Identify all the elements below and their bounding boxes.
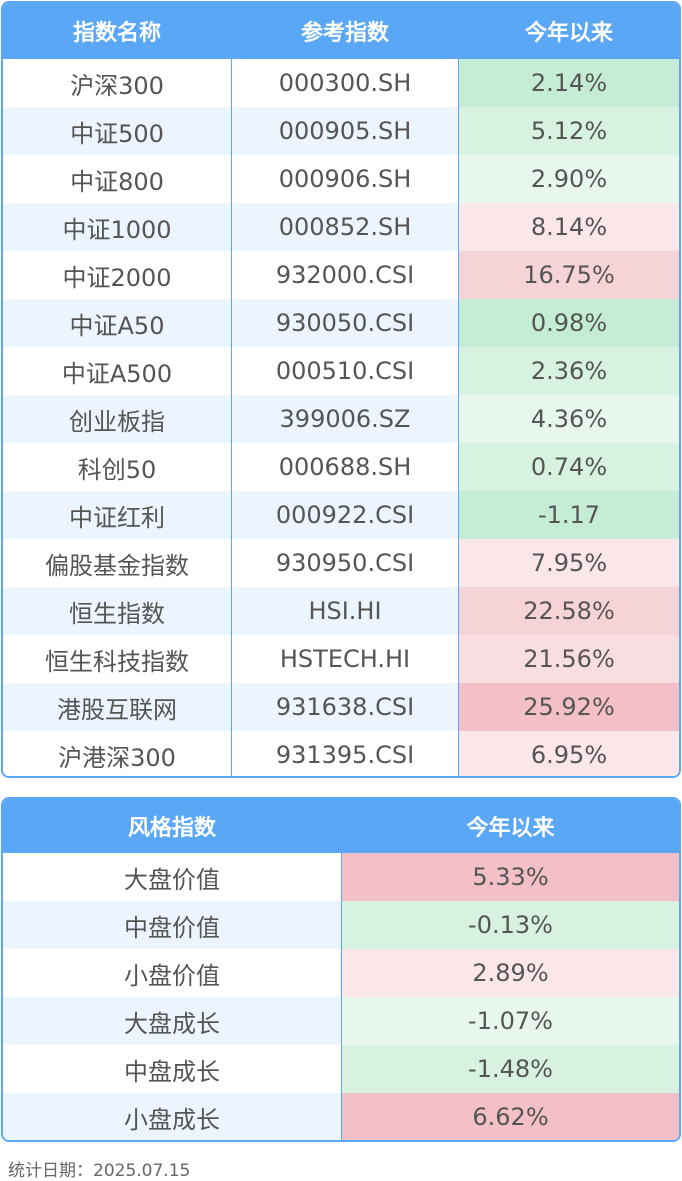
header-reference-index: 参考指数 <box>232 3 459 59</box>
header-index-name: 指数名称 <box>3 3 232 59</box>
style-name-cell: 中盘成长 <box>3 1045 342 1093</box>
ytd-value-cell: 6.95% <box>459 731 679 776</box>
table-row: 中证2000 932000.CSI 16.75% <box>3 251 679 299</box>
ytd-value-cell: 16.75% <box>459 251 679 299</box>
table-row: 科创50 000688.SH 0.74% <box>3 443 679 491</box>
index-code-cell: 399006.SZ <box>232 395 459 443</box>
ytd-value-cell: 25.92% <box>459 683 679 731</box>
table-row: 中证红利 000922.CSI -1.17 <box>3 491 679 539</box>
table-row: 中证A500 000510.CSI 2.36% <box>3 347 679 395</box>
index-code-cell: 930950.CSI <box>232 539 459 587</box>
index-name-cell: 中证A500 <box>3 347 232 395</box>
header-style-index: 风格指数 <box>3 799 342 853</box>
ytd-value-cell: 21.56% <box>459 635 679 683</box>
style-name-cell: 小盘价值 <box>3 949 342 997</box>
ytd-value-cell: -1.07% <box>342 997 679 1045</box>
index-code-cell: 931638.CSI <box>232 683 459 731</box>
ytd-value-cell: 5.33% <box>342 853 679 901</box>
table-row: 小盘价值 2.89% <box>3 949 679 997</box>
style-name-cell: 小盘成长 <box>3 1093 342 1140</box>
index-name-cell: 中证1000 <box>3 203 232 251</box>
index-name-cell: 中证2000 <box>3 251 232 299</box>
ytd-value-cell: 22.58% <box>459 587 679 635</box>
table-row: 中盘成长 -1.48% <box>3 1045 679 1093</box>
ytd-value-cell: 5.12% <box>459 107 679 155</box>
ytd-value-cell: 7.95% <box>459 539 679 587</box>
table-row: 中盘价值 -0.13% <box>3 901 679 949</box>
index-name-cell: 创业板指 <box>3 395 232 443</box>
ytd-value-cell: 6.62% <box>342 1093 679 1140</box>
index-code-cell: 000922.CSI <box>232 491 459 539</box>
ytd-value-cell: 2.89% <box>342 949 679 997</box>
index-name-cell: 沪深300 <box>3 59 232 107</box>
table-row: 偏股基金指数 930950.CSI 7.95% <box>3 539 679 587</box>
header-ytd: 今年以来 <box>524 21 613 46</box>
index-code-cell: HSTECH.HI <box>232 635 459 683</box>
table-body: 沪深300 000300.SH 2.14% 中证500 000905.SH 5.12% 中证… <box>3 59 679 776</box>
style-name-cell: 中盘价值 <box>3 901 342 949</box>
table-row: 中证500 000905.SH 5.12% <box>3 107 679 155</box>
index-code-cell: 000852.SH <box>232 203 459 251</box>
index-name-cell: 港股互联网 <box>3 683 232 731</box>
index-code-cell: 930050.CSI <box>232 299 459 347</box>
table-row: 大盘成长 -1.07% <box>3 997 679 1045</box>
index-name-cell: 中证800 <box>3 155 232 203</box>
index-code-cell: 931395.CSI <box>232 731 459 776</box>
table-row: 恒生指数 HSI.HI 22.58% <box>3 587 679 635</box>
table-row: 小盘成长 6.62% <box>3 1093 679 1140</box>
index-code-cell: 932000.CSI <box>232 251 459 299</box>
ytd-value-cell: 2.90% <box>459 155 679 203</box>
index-name-cell: 沪港深300 <box>3 731 232 776</box>
table-row: 恒生科技指数 HSTECH.HI 21.56% <box>3 635 679 683</box>
ytd-value-cell: -1.48% <box>342 1045 679 1093</box>
index-name-cell: 中证红利 <box>3 491 232 539</box>
index-name-cell: 偏股基金指数 <box>3 539 232 587</box>
table-header: 指数名称 参考指数 今年以来 <box>3 3 679 59</box>
table-row: 大盘价值 5.33% <box>3 853 679 901</box>
index-name-cell: 恒生科技指数 <box>3 635 232 683</box>
ytd-value-cell: 2.36% <box>459 347 679 395</box>
style-name-cell: 大盘成长 <box>3 997 342 1045</box>
index-name-cell: 中证A50 <box>3 299 232 347</box>
stats-date: 统计日期：2025.07.15 <box>8 1161 191 1181</box>
table-row: 创业板指 399006.SZ 4.36% <box>3 395 679 443</box>
style-index-table: 风格指数 今年以来 大盘价值 5.33% 中盘价值 -0.13% 小盘价值 2.89% 大盘… <box>1 797 681 1142</box>
index-code-cell: 000906.SH <box>232 155 459 203</box>
ytd-value-cell: 0.98% <box>459 299 679 347</box>
index-code-cell: 000510.CSI <box>232 347 459 395</box>
index-performance-table: 指数名称 参考指数 今年以来 沪深300 000300.SH 2.14% 中证500 0… <box>1 1 681 778</box>
ytd-value-cell: 4.36% <box>459 395 679 443</box>
table-row: 中证800 000906.SH 2.90% <box>3 155 679 203</box>
ytd-value-cell: 2.14% <box>459 59 679 107</box>
ytd-value-cell: -1.17 <box>459 491 679 539</box>
ytd-value-cell: 0.74% <box>459 443 679 491</box>
table-header: 风格指数 今年以来 <box>3 799 679 853</box>
index-code-cell: 000688.SH <box>232 443 459 491</box>
index-name-cell: 科创50 <box>3 443 232 491</box>
ytd-value-cell: -0.13% <box>342 901 679 949</box>
table-body: 大盘价值 5.33% 中盘价值 -0.13% 小盘价值 2.89% 大盘成长 -1.07% 中盘… <box>3 853 679 1140</box>
style-name-cell: 大盘价值 <box>3 853 342 901</box>
table-row: 中证1000 000852.SH 8.14% <box>3 203 679 251</box>
index-code-cell: 000905.SH <box>232 107 459 155</box>
index-code-cell: 000300.SH <box>232 59 459 107</box>
index-name-cell: 恒生指数 <box>3 587 232 635</box>
ytd-value-cell: 8.14% <box>459 203 679 251</box>
header-ytd: 今年以来 <box>466 816 555 841</box>
table-row: 沪深300 000300.SH 2.14% <box>3 59 679 107</box>
index-code-cell: HSI.HI <box>232 587 459 635</box>
table-row: 中证A50 930050.CSI 0.98% <box>3 299 679 347</box>
index-name-cell: 中证500 <box>3 107 232 155</box>
table-row: 沪港深300 931395.CSI 6.95% <box>3 731 679 776</box>
table-row: 港股互联网 931638.CSI 25.92% <box>3 683 679 731</box>
